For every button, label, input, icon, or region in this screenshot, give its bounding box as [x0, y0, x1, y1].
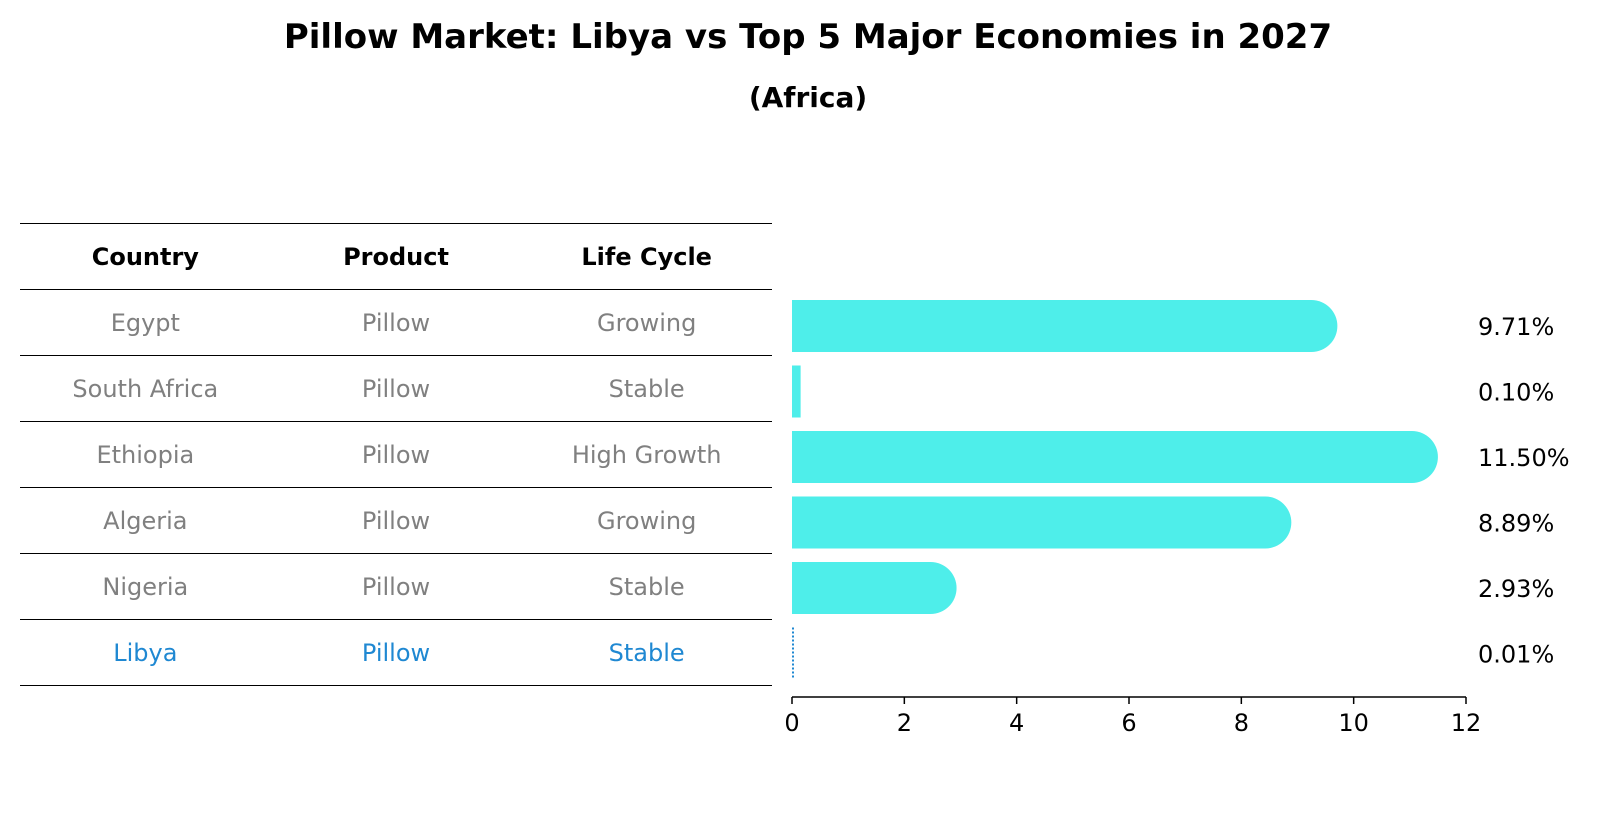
x-tick-label: 8	[1234, 709, 1249, 737]
market-table: Country Product Life Cycle Egypt Pillow …	[20, 223, 772, 686]
product-cell: Pillow	[361, 440, 431, 469]
product-cell: Pillow	[361, 308, 431, 337]
bar	[792, 496, 1292, 549]
x-tick-label: 4	[1009, 709, 1024, 737]
country-cell: Egypt	[110, 308, 180, 337]
value-label: 0.01%	[1478, 641, 1554, 669]
life-cycle-cell: Stable	[608, 572, 685, 601]
table-row-highlight: Libya Pillow Stable	[20, 619, 772, 686]
value-label: 9.71%	[1478, 313, 1554, 341]
header-product: Product	[343, 242, 449, 271]
life-cycle-cell: Stable	[608, 374, 685, 403]
header-life-cycle: Life Cycle	[581, 242, 712, 271]
country-cell: Libya	[113, 638, 178, 667]
x-tick-label: 2	[897, 709, 912, 737]
chart-title: Pillow Market: Libya vs Top 5 Major Econ…	[283, 17, 1333, 57]
x-tick-label: 6	[1121, 709, 1136, 737]
header-country: Country	[91, 242, 199, 271]
country-cell: South Africa	[72, 374, 219, 403]
country-cell: Algeria	[103, 506, 188, 535]
product-cell: Pillow	[361, 374, 431, 403]
table-row: Egypt Pillow Growing	[20, 289, 772, 355]
country-cell: Nigeria	[102, 572, 189, 601]
value-label: 2.93%	[1478, 575, 1554, 603]
table-header-row: Country Product Life Cycle	[20, 223, 772, 289]
value-label: 0.10%	[1478, 379, 1554, 407]
product-cell: Pillow	[361, 638, 431, 667]
x-tick-label: 10	[1338, 709, 1369, 737]
life-cycle-cell: Stable	[608, 638, 685, 667]
bar	[792, 300, 1338, 352]
x-tick-label: 12	[1451, 709, 1482, 737]
life-cycle-cell: Growing	[596, 308, 697, 337]
table-row: South Africa Pillow Stable	[20, 355, 772, 421]
product-cell: Pillow	[361, 572, 431, 601]
bar	[792, 431, 1438, 483]
bar	[792, 365, 801, 418]
chart-subtitle: (Africa)	[748, 81, 868, 114]
x-tick-label: 0	[784, 709, 799, 737]
life-cycle-cell: Growing	[596, 506, 697, 535]
table-row: Nigeria Pillow Stable	[20, 553, 772, 619]
country-cell: Ethiopia	[96, 440, 195, 469]
bar	[792, 562, 957, 614]
product-cell: Pillow	[361, 506, 431, 535]
table-row: Algeria Pillow Growing	[20, 487, 772, 553]
life-cycle-cell: High Growth	[571, 440, 722, 469]
value-label: 8.89%	[1478, 510, 1554, 538]
value-label: 11.50%	[1478, 444, 1570, 472]
table-row: Ethiopia Pillow High Growth	[20, 421, 772, 487]
